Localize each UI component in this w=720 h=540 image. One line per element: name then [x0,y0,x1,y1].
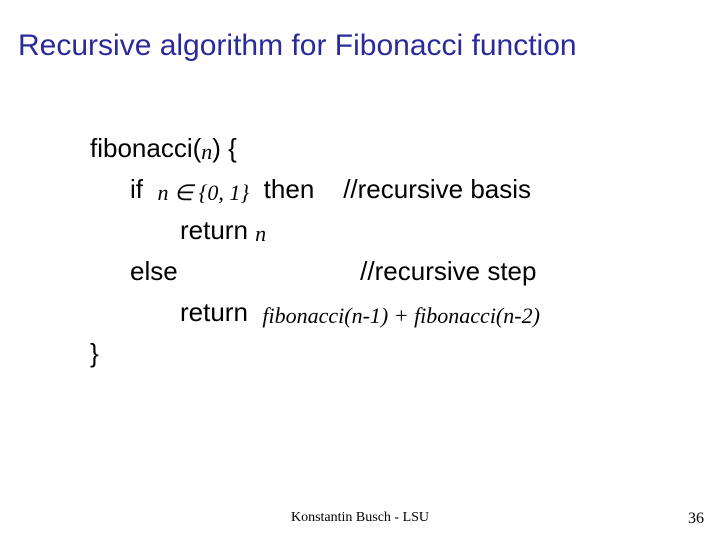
page-number: 36 [688,510,704,528]
slide: Recursive algorithm for Fibonacci functi… [0,0,720,540]
code-line-if: if n ∈ {0, 1} then //recursive basis [90,169,702,210]
if-condition: n ∈ {0, 1} [157,180,249,205]
code-line-else: else //recursive step [90,251,702,291]
code-line-close: } [90,333,702,373]
return1-keyword: return [180,215,248,245]
else-keyword: else [130,256,178,286]
fn-name: fibonacci( [90,133,201,163]
algorithm-block: fibonacci(n) { if n ∈ {0, 1} then //recu… [90,128,702,373]
then-keyword: then [264,174,315,204]
return1-val: n [255,221,266,246]
comment-step: //recursive step [360,256,536,286]
brace-close: } [90,338,99,368]
footer-text: Konstantin Busch - LSU [0,510,720,526]
return2-keyword: return [180,297,248,327]
fn-arg: n [201,139,212,164]
fn-close: ) { [212,133,237,163]
comment-basis: //recursive basis [343,174,531,204]
return2-expr: fibonacci(n-1) + fibonacci(n-2) [262,303,540,328]
slide-title: Recursive algorithm for Fibonacci functi… [18,28,702,64]
code-line-return1: return n [90,210,702,251]
code-line-return2: return fibonacci(n-1) + fibonacci(n-2) [90,292,702,333]
if-keyword: if [130,174,143,204]
code-line-fn: fibonacci(n) { [90,128,702,169]
